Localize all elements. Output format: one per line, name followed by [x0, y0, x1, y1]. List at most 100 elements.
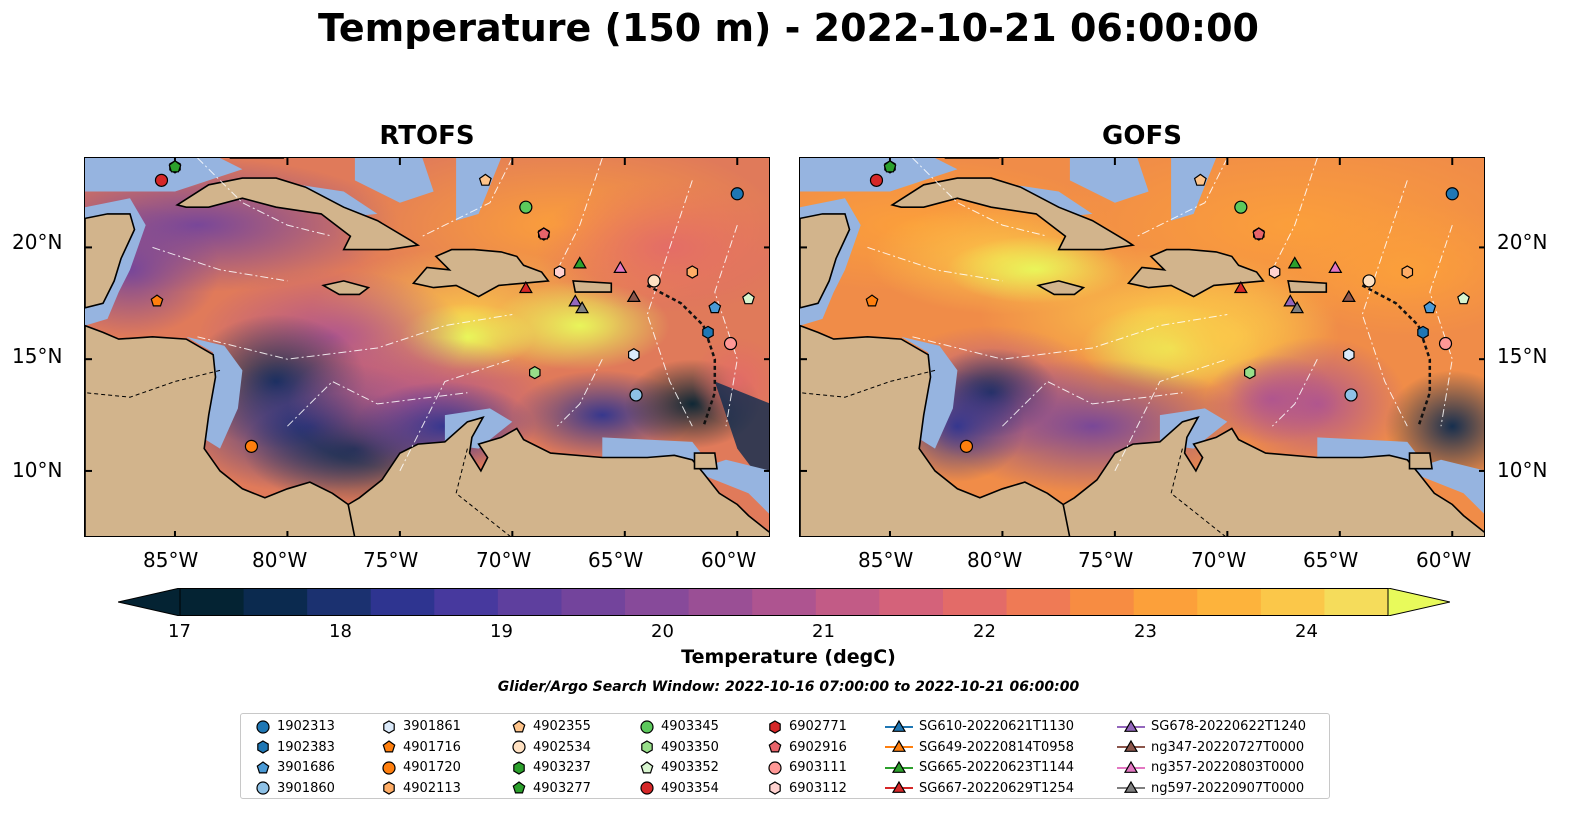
eez-boundary: [399, 358, 513, 472]
triangle-marker-icon: [885, 719, 913, 732]
lon-tick-left: 75°W: [363, 548, 419, 572]
legend-label: 1902313: [277, 719, 335, 734]
triangle-marker-icon: [1117, 719, 1145, 732]
legend-marker: [891, 719, 907, 732]
legend-marker: [382, 740, 396, 753]
legend-label: ng347-20220727T0000: [1151, 739, 1305, 755]
legend-label: ng357-20220803T0000: [1151, 760, 1305, 775]
colorbar-tick: 22: [973, 621, 996, 642]
hexagon-marker-icon: [383, 781, 395, 795]
jamaica-land: [321, 280, 371, 296]
observation-marker: [1287, 256, 1302, 269]
eez-boundary: [1114, 358, 1228, 472]
legend-marker: [768, 740, 782, 753]
legend-marker: [769, 719, 781, 734]
legend-marker: [256, 781, 270, 795]
colorbar-segment: [497, 588, 563, 616]
legend-marker: [256, 719, 270, 734]
legend-marker: [891, 739, 907, 752]
colorbar-tick: 21: [812, 621, 835, 642]
hexagon-marker-icon: [383, 719, 395, 734]
observation-marker: [1283, 294, 1298, 307]
legend-label: 3901861: [403, 719, 461, 734]
shelf-area: [692, 459, 769, 514]
legend-item: 6903111: [767, 758, 847, 777]
eez-boundary: [912, 314, 1228, 360]
observation-marker: [1193, 173, 1207, 186]
triangle-marker-icon: [1117, 780, 1145, 793]
legend-label: ng597-20220907T0000: [1151, 780, 1305, 796]
observation-marker: [613, 260, 628, 274]
legend-marker: [383, 781, 395, 795]
legend-item: 4902534: [511, 738, 591, 757]
eez-boundary: [152, 246, 288, 282]
legend-item: 6903112: [767, 779, 847, 798]
map-rtofs[interactable]: [84, 157, 770, 537]
observation-marker: [1457, 292, 1470, 305]
legend-item: SG610-20220621T1130: [885, 717, 1074, 736]
lon-tick-right: 65°W: [1303, 548, 1359, 572]
legend-marker: [512, 781, 526, 794]
lon-tick-left: 80°W: [252, 548, 308, 572]
legend-label: SG610-20220621T1130: [919, 719, 1075, 734]
lon-tick-left: 65°W: [588, 548, 644, 572]
observation-marker: [1268, 265, 1281, 279]
colorbar-segment: [1133, 588, 1198, 616]
legend-label: 6903112: [789, 780, 847, 796]
yucatan-land: [85, 213, 136, 309]
circle-marker-icon: [256, 719, 270, 734]
colorbar-segment: [370, 588, 435, 616]
observation-marker: [723, 336, 738, 351]
legend-marker: [1123, 719, 1139, 732]
lat-tick-left: 15°N: [12, 344, 63, 368]
shelf-area: [186, 336, 243, 449]
legend-item: ng347-20220727T0000: [1117, 738, 1304, 757]
atlantic-cold-water: [714, 381, 769, 491]
legend-marker: [891, 760, 907, 773]
observation-marker: [1290, 300, 1305, 314]
legend-label: 3901686: [277, 760, 335, 775]
legend-item: 6902771: [767, 717, 847, 736]
observation-marker: [168, 160, 182, 173]
circle-marker-icon: [768, 760, 782, 775]
lon-tick-right: 60°W: [1416, 548, 1472, 572]
colorbar-extend-max: [1387, 588, 1450, 616]
map-gofs[interactable]: [799, 157, 1485, 537]
legend-label: 6903111: [789, 760, 847, 775]
observation-marker: [553, 265, 566, 279]
observation-marker: [1252, 227, 1266, 240]
legend-item: ng357-20220803T0000: [1117, 758, 1304, 777]
observation-marker: [1423, 301, 1437, 314]
colorbar-segment: [752, 588, 817, 616]
country-border: [455, 448, 511, 536]
legend-label: 4903350: [661, 739, 719, 755]
colorbar-tick: 19: [490, 621, 513, 642]
legend-item: SG649-20220814T0958: [885, 738, 1074, 757]
colorbar-segment: [625, 588, 690, 616]
lat-tick-left: 10°N: [12, 458, 63, 482]
legend-label: 4901716: [403, 739, 461, 755]
observation-marker: [518, 280, 533, 294]
yucatan-land: [800, 213, 851, 309]
observation-marker: [568, 294, 583, 307]
observation-marker: [1234, 200, 1248, 214]
legend-marker: [383, 719, 395, 734]
legend-item: 4901720: [381, 758, 461, 777]
legend-marker: [1123, 739, 1139, 752]
colorbar-segment: [434, 588, 499, 616]
observation-marker: [1401, 265, 1414, 279]
observation-marker: [626, 289, 641, 302]
legend-item: 6902916: [767, 738, 847, 757]
shelf-area: [1407, 459, 1484, 514]
colorbar-tick: 20: [651, 621, 674, 642]
observation-marker: [154, 173, 169, 187]
figure-title: Temperature (150 m) - 2022-10-21 06:00:0…: [317, 6, 1259, 50]
eez-boundary: [1137, 158, 1228, 237]
observation-marker: [572, 256, 587, 269]
jamaica-land: [1036, 280, 1086, 296]
legend-item: 4903277: [511, 779, 591, 798]
country-border: [800, 369, 936, 398]
eez-boundary: [1361, 180, 1408, 427]
observation-marker: [1244, 365, 1256, 380]
triangle-marker-icon: [885, 739, 913, 752]
